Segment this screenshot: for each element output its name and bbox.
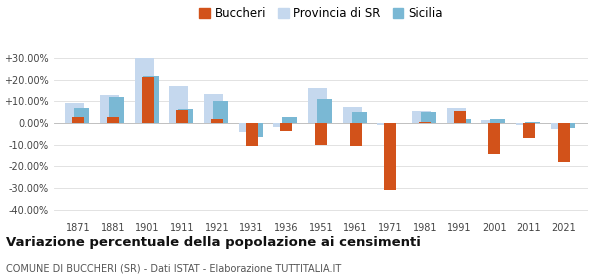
Bar [551,123,570,129]
Bar [454,111,466,123]
Bar [109,97,124,123]
Bar [134,58,154,123]
Bar [557,123,570,162]
Text: COMUNE DI BUCCHERI (SR) - Dati ISTAT - Elaborazione TUTTITALIA.IT: COMUNE DI BUCCHERI (SR) - Dati ISTAT - E… [6,263,341,274]
Bar [315,123,327,144]
Bar [525,122,540,123]
Bar [142,77,154,123]
Bar [488,123,500,154]
Bar [247,123,263,137]
Bar [211,119,223,123]
Bar [65,103,85,123]
Bar [274,123,292,127]
Bar [384,123,397,190]
Bar [176,110,188,123]
Bar [245,123,258,146]
Bar [419,122,431,123]
Bar [213,101,228,123]
Bar [74,108,89,123]
Bar [350,123,362,146]
Bar [72,118,85,123]
Bar [421,112,436,123]
Bar [343,107,362,123]
Bar [239,123,258,132]
Bar [412,111,431,123]
Bar [308,88,327,123]
Bar [100,95,119,123]
Bar [481,120,500,123]
Bar [169,86,188,123]
Bar [204,94,223,123]
Bar [490,119,505,123]
Bar [282,118,298,123]
Bar [560,123,575,128]
Bar [280,123,292,130]
Bar [317,99,332,123]
Text: Variazione percentuale della popolazione ai censimenti: Variazione percentuale della popolazione… [6,236,421,249]
Bar [143,76,159,123]
Bar [455,119,471,123]
Bar [516,123,535,125]
Bar [446,108,466,123]
Bar [178,109,193,123]
Bar [377,123,397,125]
Bar [352,112,367,123]
Bar [107,118,119,123]
Bar [523,123,535,138]
Legend: Buccheri, Provincia di SR, Sicilia: Buccheri, Provincia di SR, Sicilia [195,2,447,25]
